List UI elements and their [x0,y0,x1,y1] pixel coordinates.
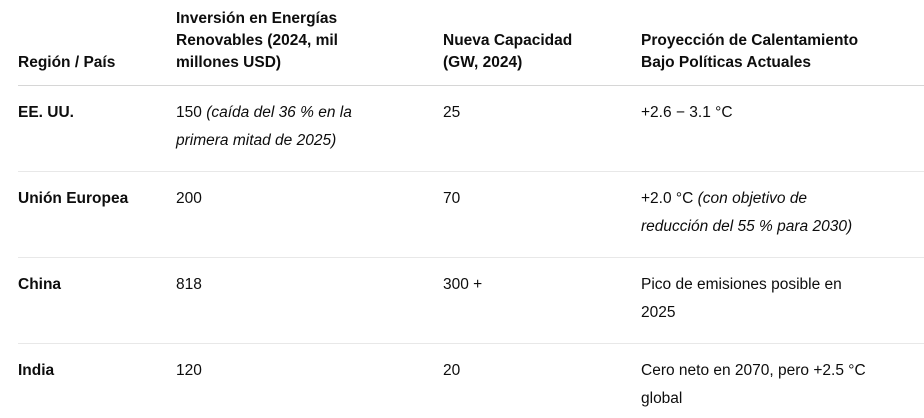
investment-value: 150 [176,104,202,121]
projection-value: +2.6 − 3.1 °C [641,104,733,121]
region-label: China [18,276,62,293]
column-header-region: Región / País [18,0,176,86]
energy-policy-table: Región / País Inversión en Energías Reno… [18,0,924,418]
cell-region: Unión Europea [18,171,176,258]
investment-note: (caída del 36 % en la primera mitad de 2… [176,104,352,149]
projection-value: +2.0 °C [641,190,694,207]
column-header-projection-label: Proyección de Calentamiento Bajo Polític… [641,32,859,71]
investment-value: 200 [176,190,202,207]
capacity-value: 300 + [443,276,483,293]
cell-projection: Pico de emisiones posible en 2025 [641,257,924,344]
cell-region: China [18,257,176,344]
investment-value: 120 [176,362,202,379]
cell-projection: +2.6 − 3.1 °C [641,85,924,172]
cell-capacity: 20 [443,343,641,418]
table-row-union-europea: Unión Europea 200 70 +2.0 °C (con objeti… [18,171,924,258]
column-header-projection: Proyección de Calentamiento Bajo Polític… [641,0,924,86]
region-label: Unión Europea [18,190,129,207]
cell-capacity: 25 [443,85,641,172]
capacity-value: 25 [443,104,461,121]
column-header-capacity: Nueva Capacidad (GW, 2024) [443,0,641,86]
table-row-india: India 120 20 Cero neto en 2070, pero +2.… [18,343,924,418]
table-header-row: Región / País Inversión en Energías Reno… [18,0,924,86]
investment-value: 818 [176,276,202,293]
cell-projection: Cero neto en 2070, pero +2.5 °C global [641,343,924,418]
projection-value: Pico de emisiones posible en 2025 [641,276,842,321]
column-header-region-label: Región / País [18,54,116,71]
column-header-capacity-label: Nueva Capacidad (GW, 2024) [443,32,573,71]
cell-capacity: 70 [443,171,641,258]
projection-value: Cero neto en 2070, pero +2.5 °C global [641,362,866,407]
column-header-investment-label: Inversión en Energías Renovables (2024, … [176,10,338,71]
cell-investment: 120 [176,343,443,418]
table-row-china: China 818 300 + Pico de emisiones posibl… [18,257,924,344]
cell-capacity: 300 + [443,257,641,344]
cell-investment: 818 [176,257,443,344]
cell-region: EE. UU. [18,85,176,172]
region-label: EE. UU. [18,104,74,121]
cell-projection: +2.0 °C (con objetivo de reducción del 5… [641,171,924,258]
column-header-investment: Inversión en Energías Renovables (2024, … [176,0,443,86]
table-row-eeuu: EE. UU. 150 (caída del 36 % en la primer… [18,85,924,172]
cell-investment: 200 [176,171,443,258]
cell-investment: 150 (caída del 36 % en la primera mitad … [176,85,443,172]
projection-note: (con objetivo de reducción del 55 % para… [641,190,853,235]
region-label: India [18,362,55,379]
capacity-value: 70 [443,190,461,207]
capacity-value: 20 [443,362,461,379]
cell-region: India [18,343,176,418]
